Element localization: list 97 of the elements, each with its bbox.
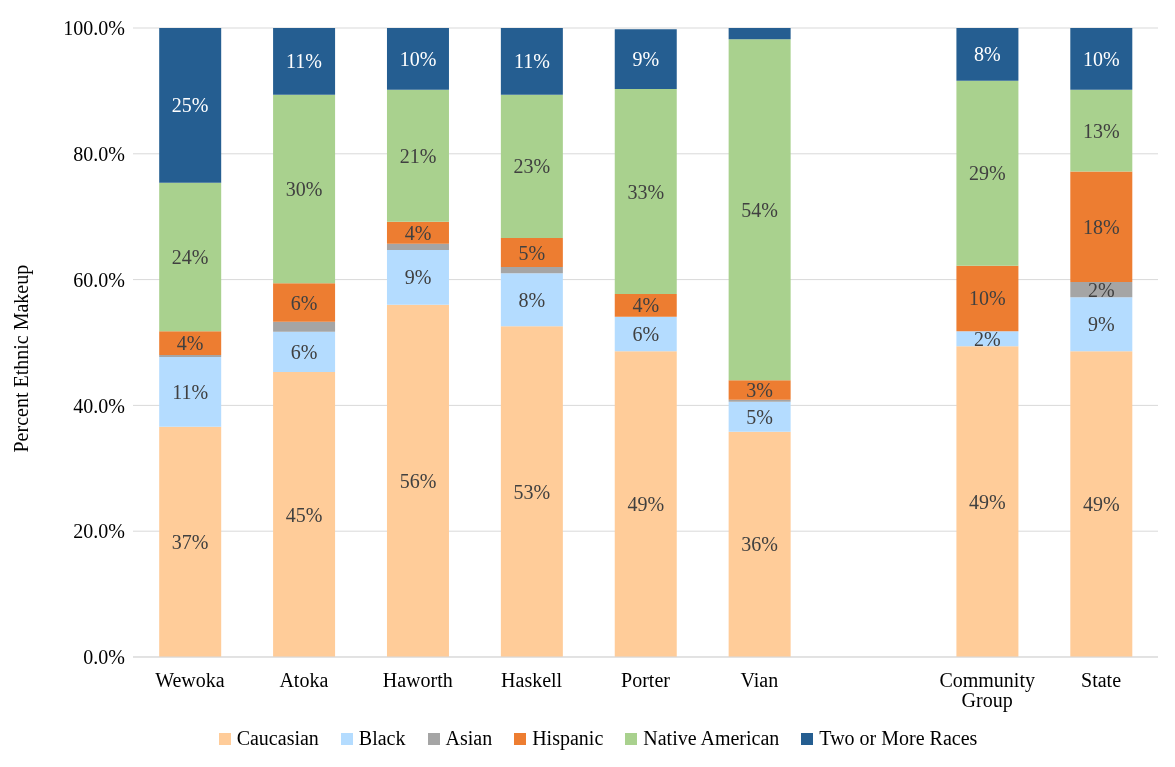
- bar: [956, 28, 1019, 81]
- legend-label: Caucasian: [236, 727, 319, 750]
- data-label: 5%: [518, 241, 546, 264]
- data-label: 6%: [632, 323, 660, 346]
- bar: [500, 267, 563, 274]
- data-label: 29%: [969, 162, 1006, 185]
- bar: [500, 238, 563, 268]
- y-tick-label: 100.0%: [63, 17, 125, 40]
- bar: [1070, 351, 1133, 657]
- data-label: 49%: [627, 493, 665, 516]
- legend-label: Native American: [643, 727, 780, 750]
- bar: [386, 250, 449, 305]
- bar: [956, 80, 1019, 266]
- data-label: 23%: [513, 155, 551, 178]
- bar: [386, 243, 449, 251]
- x-tick-label: Haworth: [382, 669, 453, 692]
- data-label: 54%: [741, 198, 778, 221]
- data-label: 6%: [290, 340, 318, 363]
- data-label: 4%: [404, 221, 432, 244]
- data-label: 11%: [172, 380, 209, 403]
- data-label: 2%: [974, 327, 1001, 350]
- bar: [273, 28, 336, 95]
- bar: [386, 28, 449, 90]
- bar: [386, 304, 449, 657]
- bar: [500, 94, 563, 239]
- data-label: 9%: [404, 266, 432, 289]
- y-axis-title: Percent Ethnic Makeup: [10, 264, 34, 453]
- data-label: 13%: [1082, 119, 1120, 142]
- bar: [1070, 89, 1133, 172]
- data-label: 30%: [285, 178, 323, 201]
- y-tick-label: 40.0%: [73, 394, 125, 417]
- x-tick-label: Community Group: [939, 669, 1035, 713]
- bar: [956, 346, 1019, 657]
- data-label: 6%: [290, 291, 318, 314]
- bar: [273, 372, 336, 657]
- y-tick-label: 80.0%: [73, 142, 125, 165]
- y-tick-label: 60.0%: [73, 268, 125, 291]
- bar: [273, 331, 336, 373]
- bar: [273, 283, 336, 322]
- data-label: 9%: [1087, 313, 1115, 336]
- bar: [728, 28, 791, 40]
- bar: [273, 94, 336, 284]
- data-label: 5%: [746, 405, 773, 428]
- bar: [614, 89, 677, 295]
- data-label: 11%: [286, 50, 323, 73]
- bar: [273, 321, 336, 332]
- legend-label: Black: [358, 727, 406, 750]
- data-label: 11%: [513, 50, 550, 73]
- x-tick-label: Vian: [740, 669, 779, 692]
- data-label: 2%: [1087, 278, 1115, 301]
- data-label: 8%: [518, 288, 546, 311]
- data-label: 36%: [741, 533, 778, 556]
- bar: [159, 182, 222, 332]
- data-label: 21%: [399, 144, 437, 167]
- data-label: 56%: [399, 469, 437, 492]
- bar: [386, 89, 449, 222]
- bar: [159, 28, 222, 183]
- data-label: 37%: [171, 530, 209, 553]
- legend-label: Hispanic: [532, 727, 604, 750]
- bar: [159, 356, 222, 427]
- bar: [500, 28, 563, 95]
- bar: [500, 273, 563, 327]
- data-label: 8%: [974, 43, 1001, 66]
- data-label: 10%: [1082, 47, 1120, 70]
- y-tick-label: 0.0%: [83, 646, 125, 669]
- data-label: 33%: [627, 180, 665, 203]
- x-tick-label: Atoka: [279, 669, 329, 692]
- data-label: 9%: [632, 48, 660, 71]
- x-tick-label: Haskell: [501, 669, 563, 692]
- bar: [159, 426, 222, 657]
- data-label: 10%: [969, 287, 1006, 310]
- y-tick-label: 20.0%: [73, 520, 125, 543]
- data-label: 18%: [1082, 215, 1120, 238]
- data-label: 25%: [171, 94, 209, 117]
- legend-label: Asian: [445, 727, 493, 750]
- bar: [614, 29, 677, 90]
- data-label: 53%: [513, 480, 551, 503]
- legend-label: Two or More Races: [819, 727, 978, 750]
- bar: [1070, 171, 1133, 283]
- bar: [956, 265, 1019, 332]
- data-label: 45%: [285, 503, 323, 526]
- x-tick-label: Wewoka: [155, 669, 225, 692]
- bar: [1070, 297, 1133, 352]
- data-label: 4%: [632, 294, 660, 317]
- data-label: 10%: [399, 47, 437, 70]
- x-tick-label: Porter: [621, 669, 671, 692]
- data-label: 49%: [969, 490, 1006, 513]
- data-label: 49%: [1082, 493, 1120, 516]
- data-label: 3%: [746, 378, 773, 401]
- bar: [728, 39, 791, 381]
- bar: [1070, 28, 1133, 90]
- bar: [500, 326, 563, 657]
- data-label: 24%: [171, 245, 209, 268]
- x-tick-label: State: [1081, 669, 1122, 692]
- bar: [614, 351, 677, 657]
- data-label: 4%: [176, 332, 204, 355]
- bar: [728, 431, 791, 657]
